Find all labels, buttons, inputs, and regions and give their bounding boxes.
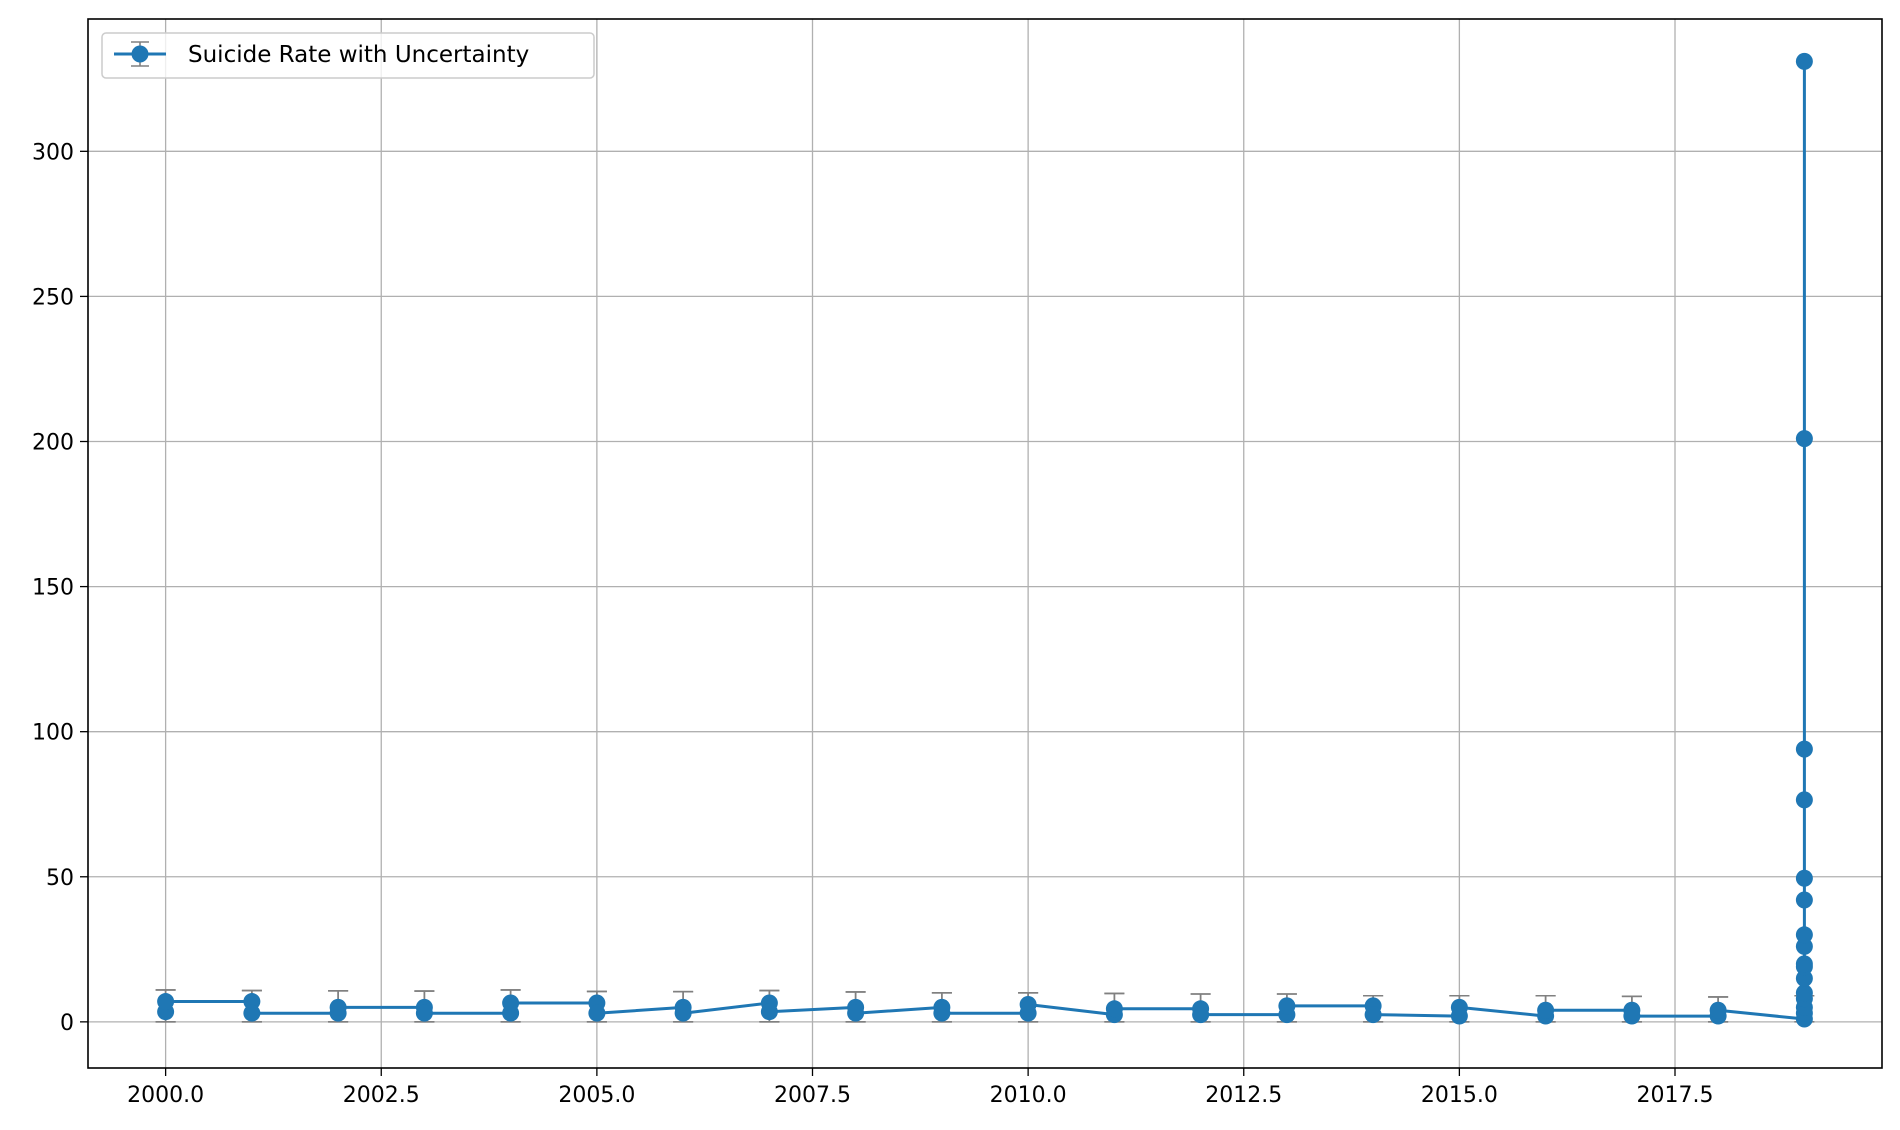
data-point	[1795, 955, 1813, 973]
plot-background	[88, 19, 1882, 1068]
data-point	[1192, 1006, 1210, 1024]
grid	[88, 19, 1882, 1068]
data-point	[1450, 998, 1468, 1016]
data-point	[1537, 1001, 1555, 1019]
x-tick-label: 2017.5	[1637, 1083, 1714, 1108]
data-point	[1019, 995, 1037, 1013]
y-tick-label: 300	[32, 140, 74, 165]
data-point	[1795, 984, 1813, 1002]
data-points	[157, 52, 1813, 1028]
data-point	[1795, 791, 1813, 809]
data-point	[1709, 1001, 1727, 1019]
y-tick-label: 250	[32, 285, 74, 310]
y-tick-label: 200	[32, 431, 74, 456]
data-point	[1278, 997, 1296, 1015]
data-point	[1795, 740, 1813, 758]
x-tick-label: 2005.0	[558, 1083, 635, 1108]
legend: Suicide Rate with Uncertainty	[101, 32, 595, 79]
data-point	[588, 1004, 606, 1022]
x-axis-ticks: 2000.0 2002.5 2005.0 2007.5 2010.0 2012.5 2015…	[127, 1068, 1713, 1108]
y-tick-label: 0	[60, 1011, 74, 1036]
data-point	[1795, 52, 1813, 70]
y-tick-label: 150	[32, 576, 74, 601]
x-tick-label: 2012.5	[1205, 1083, 1282, 1108]
y-tick-label: 100	[32, 721, 74, 746]
y-tick-label: 50	[46, 866, 74, 891]
y-axis-ticks: 0 50 100 150 200 250 300	[32, 140, 88, 1036]
data-point	[674, 1004, 692, 1022]
x-tick-label: 2010.0	[990, 1083, 1067, 1108]
legend-marker-icon	[131, 45, 149, 63]
data-point	[1623, 1007, 1641, 1025]
x-tick-label: 2007.5	[774, 1083, 851, 1108]
data-point	[1795, 926, 1813, 944]
data-point	[760, 1003, 778, 1021]
plot-frame	[87, 18, 1883, 1069]
data-point	[415, 1004, 433, 1022]
legend-label: Suicide Rate with Uncertainty	[188, 42, 529, 68]
data-point	[157, 993, 175, 1011]
x-tick-label: 2002.5	[343, 1083, 420, 1108]
data-point	[1364, 1006, 1382, 1024]
data-point	[1105, 1000, 1123, 1018]
data-point	[243, 1004, 261, 1022]
x-tick-label: 2015.0	[1421, 1083, 1498, 1108]
data-point	[1795, 430, 1813, 448]
data-point	[329, 998, 347, 1016]
data-point	[847, 1004, 865, 1022]
data-point	[502, 994, 520, 1012]
x-tick-label: 2000.0	[127, 1083, 204, 1108]
legend-box	[101, 32, 595, 79]
data-point	[1795, 869, 1813, 887]
data-point	[933, 1004, 951, 1022]
data-point	[1795, 891, 1813, 909]
